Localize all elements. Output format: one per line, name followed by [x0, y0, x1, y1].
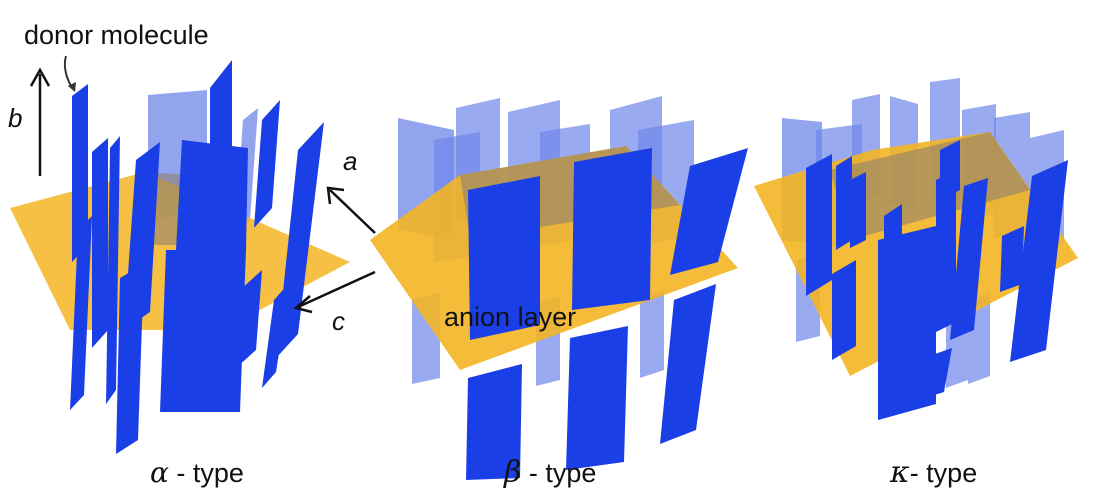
- alpha-donor-plane: [116, 264, 144, 454]
- alpha-type-caption: α - type: [150, 456, 244, 489]
- alpha-donor-plane: [262, 282, 290, 388]
- alpha-donor-plane: [92, 138, 108, 348]
- kappa-donor-plane: [806, 154, 832, 296]
- beta-back-donor-plane: [640, 290, 664, 378]
- beta-donor-plane: [670, 148, 748, 275]
- kappa-type-caption: κ- type: [889, 455, 977, 490]
- axis-b-label: b: [8, 103, 22, 133]
- alpha-donor-plane: [276, 122, 324, 358]
- kappa-donor-plane: [1010, 160, 1068, 362]
- alpha-donor-plane: [210, 60, 232, 185]
- beta-symbol: β: [503, 455, 521, 490]
- beta-donor-plane: [466, 364, 522, 480]
- alpha-donor-plane: [254, 100, 280, 228]
- kappa-symbol: κ: [889, 455, 910, 490]
- kappa-donor-plane: [1000, 226, 1024, 292]
- axis-b-arrow: [29, 67, 51, 176]
- kappa-donor-plane: [912, 348, 952, 402]
- kappa-donor-plane: [836, 156, 852, 250]
- alpha-donor-plane: [70, 216, 92, 410]
- anion-layer-label: anion layer: [444, 302, 576, 332]
- kappa-donor-plane: [950, 178, 988, 340]
- alpha-donor-plane: [160, 250, 246, 412]
- donor-molecule-label: donor molecule: [24, 20, 209, 50]
- alpha-donor-plane: [72, 84, 88, 262]
- kappa-donor-plane: [936, 170, 956, 332]
- beta-donor-plane: [468, 176, 540, 340]
- kappa-donor-plane: [850, 172, 866, 248]
- kappa-donor-plane: [832, 260, 856, 360]
- beta-type-caption: β - type: [503, 455, 596, 490]
- kappa-type-panel: [754, 78, 1078, 420]
- beta-type-panel: [370, 96, 748, 480]
- beta-caption-suffix: - type: [521, 458, 596, 488]
- kappa-donor-plane: [940, 140, 960, 200]
- alpha-caption-suffix: - type: [169, 458, 244, 488]
- donor-pointer-arrow: [63, 55, 76, 92]
- alpha-symbol: α: [150, 456, 169, 489]
- axis-a-arrow: [326, 186, 376, 234]
- beta-donor-plane: [566, 326, 628, 470]
- kappa-anion-layer-shadow: [830, 132, 1030, 240]
- alpha-donor-plane: [176, 140, 248, 250]
- alpha-type-panel: [10, 60, 350, 454]
- kappa-donor-plane: [884, 204, 902, 272]
- alpha-donor-plane: [106, 136, 120, 404]
- beta-donor-plane: [660, 284, 716, 444]
- kappa-caption-suffix: - type: [910, 458, 978, 488]
- axis-c-label: c: [332, 306, 345, 336]
- alpha-donor-plane: [236, 270, 262, 368]
- axis-c-arrow: [293, 270, 376, 314]
- beta-donor-plane: [572, 148, 652, 310]
- axis-a-label: a: [343, 146, 357, 176]
